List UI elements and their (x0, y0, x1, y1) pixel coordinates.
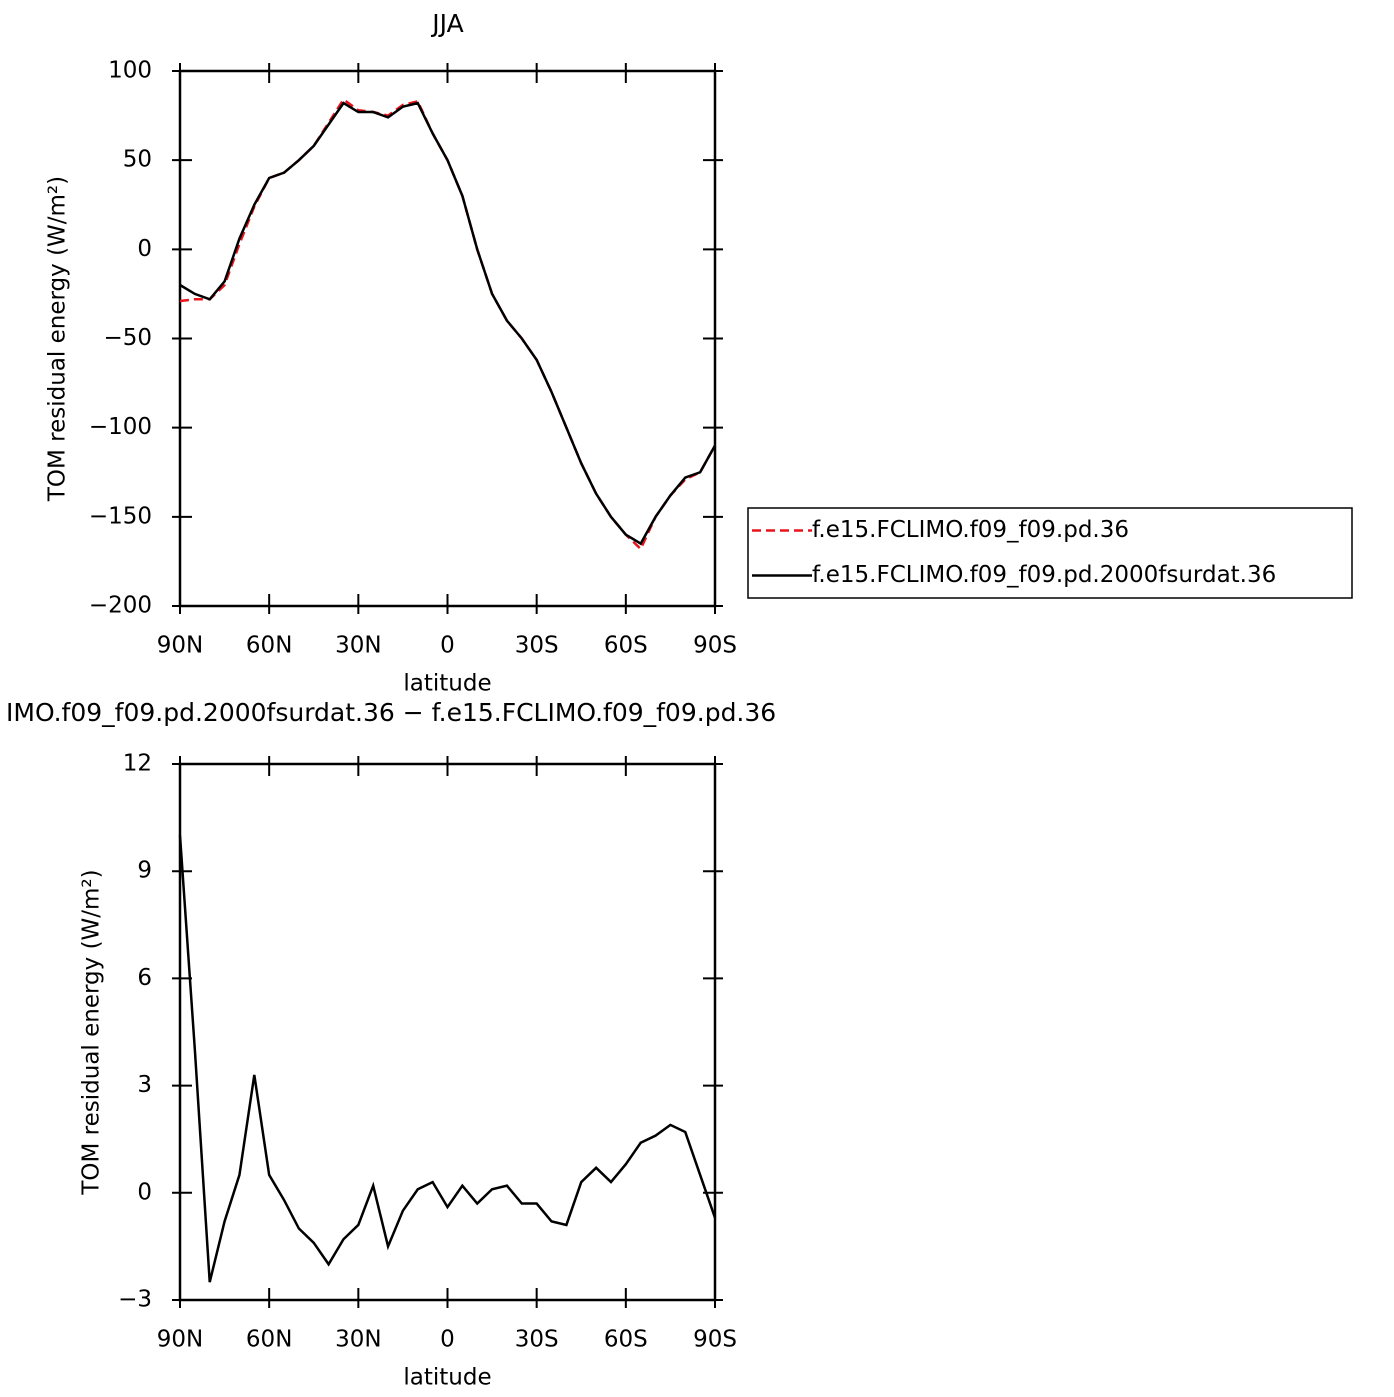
x-tick-label: 0 (440, 633, 455, 659)
y-tick-label: 12 (123, 751, 152, 777)
y-tick-label: −200 (89, 593, 152, 619)
legend-label: f.e15.FCLIMO.f09_f09.pd.36 (812, 517, 1129, 543)
chart-title: JJA (430, 9, 463, 38)
plot-frame (178, 762, 717, 1302)
x-tick-label: 30S (515, 633, 559, 659)
y-tick-label: 0 (137, 1179, 152, 1205)
y-tick-label: 100 (108, 58, 152, 84)
y-tick-label: −3 (118, 1287, 152, 1313)
legend-box (747, 507, 1353, 599)
x-tick-label: 30N (335, 1327, 381, 1353)
x-tick-label: 90S (693, 1327, 737, 1353)
y-tick-label: 0 (137, 236, 152, 262)
data-line (178, 835, 717, 1283)
x-tick-label: 60S (604, 1327, 648, 1353)
x-tick-label: 30S (515, 1327, 559, 1353)
x-tick-label: 90N (157, 1327, 203, 1353)
x-axis-label: latitude (403, 671, 491, 697)
chart-title: IMO.f09_f09.pd.2000fsurdat.36 − f.e15.FC… (6, 698, 776, 727)
plot-frame (178, 69, 717, 608)
y-tick-label: 9 (137, 858, 152, 884)
x-tick-label: 60S (604, 633, 648, 659)
y-axis-label: TOM residual energy (W/m²) (45, 176, 71, 502)
x-tick-label: 60N (246, 633, 292, 659)
legend-label: f.e15.FCLIMO.f09_f09.pd.2000fsurdat.36 (812, 562, 1276, 588)
y-tick-label: 50 (123, 147, 152, 173)
x-tick-label: 30N (335, 633, 381, 659)
y-axis-label: TOM residual energy (W/m²) (79, 869, 105, 1195)
y-tick-label: 3 (137, 1072, 152, 1098)
x-axis-label: latitude (403, 1365, 491, 1391)
data-line (179, 97, 717, 552)
x-tick-label: 0 (440, 1327, 455, 1353)
x-tick-label: 90S (693, 633, 737, 659)
x-tick-label: 90N (157, 633, 203, 659)
y-tick-label: 6 (137, 965, 152, 991)
y-tick-label: −150 (89, 503, 152, 529)
y-tick-label: −50 (103, 325, 152, 351)
y-tick-label: −100 (89, 414, 152, 440)
data-line (179, 101, 717, 546)
x-tick-label: 60N (246, 1327, 292, 1353)
